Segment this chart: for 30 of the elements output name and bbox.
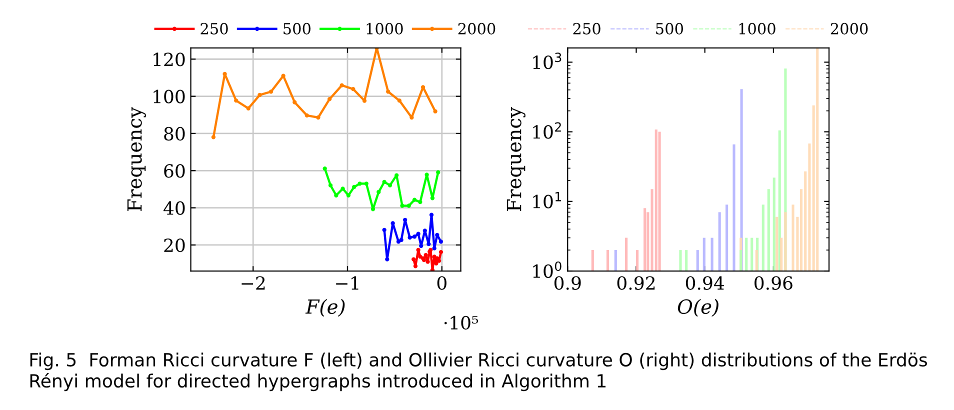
- legend-label: 2000: [830, 22, 868, 34]
- legend-label: 2000: [458, 22, 496, 34]
- y-tick-label: 20: [164, 238, 185, 252]
- y-tick-label: 120: [154, 52, 185, 66]
- y-tick-label: 80: [164, 126, 185, 141]
- x-tick-label: 0.9: [554, 276, 581, 290]
- x-tick-label: −1: [336, 276, 358, 290]
- x-axis-title: O(e): [678, 298, 718, 317]
- legend-label: 1000: [366, 22, 403, 34]
- x-tick-label: −2: [242, 276, 265, 290]
- x-tick-label: 0.96: [754, 276, 792, 290]
- x-axis-title: F(e): [305, 298, 345, 317]
- x-tick-label: 0: [437, 276, 446, 290]
- y-tick-label: 10$^{1}$: [533, 192, 562, 208]
- x-tick-label: 0.94: [686, 276, 724, 290]
- legend-label: 250: [200, 22, 228, 34]
- legend-label: 1000: [739, 22, 776, 34]
- y-tick-label: 10$^{2}$: [533, 122, 561, 139]
- caption: Fig. 5 Forman Ricci curvature F (left) and Ollivier Ricci curvature O (right) distributions of the Erdös Rényi model for directed hypergraphs introduced in Algorithm 1: [30, 352, 927, 392]
- text: ·10⁵: [444, 316, 478, 330]
- legend-label: 500: [656, 22, 684, 34]
- legend-label: 500: [284, 22, 310, 34]
- x-tick-label: 0.92: [617, 276, 655, 290]
- y-tick-label: 40: [164, 201, 185, 215]
- y-tick-label: 60: [164, 164, 185, 178]
- y-axis-title: Frequency: [127, 106, 146, 212]
- legend-label: 250: [573, 22, 600, 34]
- y-tick-label: 100: [154, 90, 185, 104]
- y-tick-label: 10$^{3}$: [533, 52, 562, 70]
- y-axis-title: Frequency: [506, 106, 526, 212]
